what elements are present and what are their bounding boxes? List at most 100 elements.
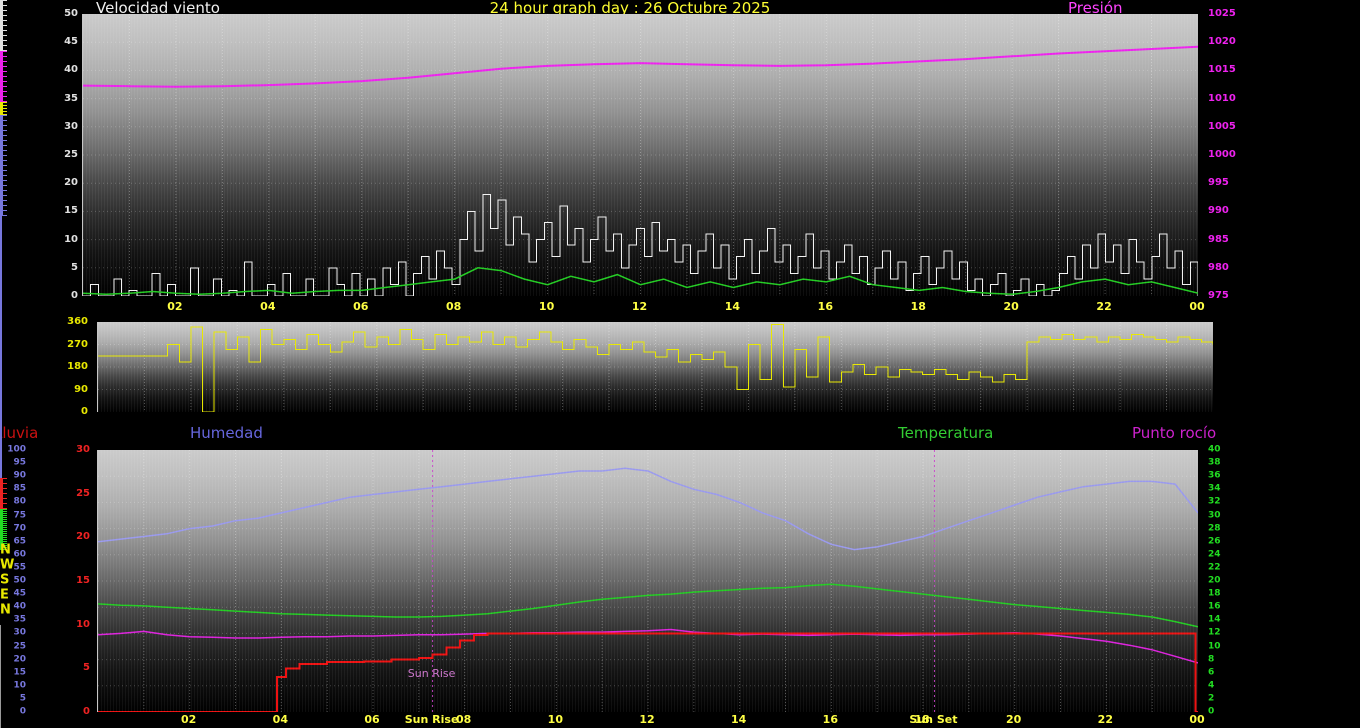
axis-tick [0, 90, 3, 91]
axis-tick [0, 136, 3, 137]
axis-tick [0, 78, 3, 79]
axis-tick [0, 482, 3, 483]
axis-tick [0, 527, 7, 528]
axis-tick [0, 13, 3, 14]
axis-tick [0, 108, 7, 109]
axis-tick-label: 75 [13, 510, 26, 520]
axis-tick-label: 995 [1208, 177, 1229, 189]
axis-tick [0, 34, 3, 35]
x-axis-tick [0, 676, 1, 681]
axis-tick [0, 61, 7, 62]
axis-tick [0, 493, 7, 494]
axis-tick [0, 37, 3, 38]
axis-tick [0, 5, 7, 6]
x-axis-tick [0, 644, 1, 649]
axis-tick [0, 157, 3, 158]
axis-tick [0, 169, 3, 170]
axis-tick [0, 160, 7, 161]
x-axis-hour-label: 08 [446, 300, 462, 313]
x-axis-hour-label: 12 [631, 300, 648, 313]
axis-tick [0, 206, 3, 207]
axis-tick [0, 526, 3, 527]
x-axis-tick [0, 700, 1, 705]
x-axis-hour-label: 02 [181, 713, 197, 726]
compass-letter: E [0, 587, 9, 603]
axis-tick [0, 516, 3, 517]
axis-tick [0, 518, 3, 519]
axis-tick-label: 50 [64, 8, 78, 19]
axis-tick [0, 75, 3, 76]
axis-tick [0, 92, 3, 93]
x-axis-hour-label: 04 [272, 713, 288, 726]
axis-tick [0, 137, 3, 138]
axis-tick [0, 521, 7, 522]
x-axis-hour-label: 12 [639, 713, 655, 726]
axis-tick [0, 125, 7, 126]
rain-humidity-temperature-chart [97, 450, 1198, 712]
x-axis-tick [0, 636, 1, 641]
x-axis-tick [0, 673, 1, 676]
axis-tick [0, 539, 7, 540]
x-axis-tick [0, 705, 1, 708]
axis-tick [0, 480, 3, 481]
axis-tick [0, 129, 3, 130]
axis-tick [0, 117, 3, 118]
axis-tick-label: 15 [13, 667, 26, 678]
x-axis-hour-label: 06 [353, 300, 369, 313]
axis-tick [0, 97, 3, 98]
axis-tick [0, 26, 3, 27]
x-axis-hour-label: 20 [1006, 713, 1022, 726]
axis-tick [0, 178, 3, 179]
axis-tick [0, 519, 7, 520]
axis-tick [0, 86, 7, 87]
axis-tick [0, 486, 3, 487]
axis-tick [0, 215, 7, 216]
axis-tick-label: 8 [1208, 654, 1215, 665]
x-axis-tick [0, 708, 1, 713]
axis-tick [0, 531, 7, 532]
axis-tick-label: 36 [1208, 470, 1221, 481]
axis-tick [0, 100, 3, 101]
axis-tick [0, 133, 3, 134]
axis-tick [0, 546, 3, 547]
axis-tick [0, 535, 7, 536]
axis-tick-label: 80 [13, 496, 26, 507]
axis-tick-label: 30 [76, 444, 90, 455]
axis-tick [0, 515, 7, 516]
axis-tick [0, 525, 7, 526]
axis-tick-label: 1015 [1208, 64, 1236, 76]
axis-tick [0, 15, 7, 16]
axis-tick [0, 29, 3, 30]
x-axis-tick [0, 665, 1, 668]
axis-tick [0, 182, 3, 183]
axis-tick [0, 179, 3, 180]
axis-tick [0, 501, 3, 502]
axis-tick [0, 190, 7, 191]
axis-tick [0, 192, 3, 193]
axis-tick [0, 204, 3, 205]
axis-tick-label: 35 [64, 92, 78, 104]
axis-tick-label: 25 [76, 487, 90, 499]
axis-tick [0, 487, 3, 488]
axis-tick [0, 524, 3, 525]
axis-tick-label: 34 [1208, 483, 1221, 494]
axis-tick [0, 6, 3, 7]
axis-tick [0, 132, 3, 133]
axis-tick [0, 60, 3, 61]
x-axis-hour-label: 06 [364, 713, 380, 726]
axis-tick [0, 545, 7, 546]
axis-tick [0, 101, 7, 102]
axis-tick-label: 90 [74, 383, 88, 395]
axis-tick [0, 52, 3, 53]
axis-tick [0, 2, 3, 3]
axis-tick [0, 82, 3, 83]
axis-tick [0, 174, 3, 175]
axis-tick [0, 202, 3, 203]
axis-tick-label: 26 [1208, 536, 1221, 547]
axis-tick [0, 19, 3, 20]
x-axis-hour-label: 10 [547, 713, 563, 726]
axis-tick [0, 214, 3, 215]
axis-tick [0, 89, 3, 90]
axis-tick [0, 24, 3, 25]
